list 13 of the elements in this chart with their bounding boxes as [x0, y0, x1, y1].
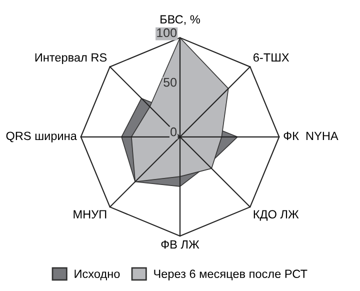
spoke-label: Интервал RS [35, 53, 107, 64]
spoke-label: КДО ЛЖ [254, 210, 299, 221]
y-tick-label: 100 [157, 28, 177, 38]
spoke-label: 6-ТШХ [254, 53, 290, 62]
spoke-label: БВС, % [160, 15, 200, 25]
spoke-label: ФК NYHA [284, 132, 338, 140]
spoke-label: ФВ ЛЖ [161, 240, 200, 249]
y-tick-label: 50 [164, 78, 177, 87]
legend-label: Исходно [74, 270, 120, 280]
spoke-label: МНУП [74, 210, 106, 218]
y-tick-label: 0 [170, 127, 177, 136]
legend-label: Через 6 месяцев после РСТ [154, 270, 308, 280]
spoke-label: QRS ширина [6, 132, 77, 142]
